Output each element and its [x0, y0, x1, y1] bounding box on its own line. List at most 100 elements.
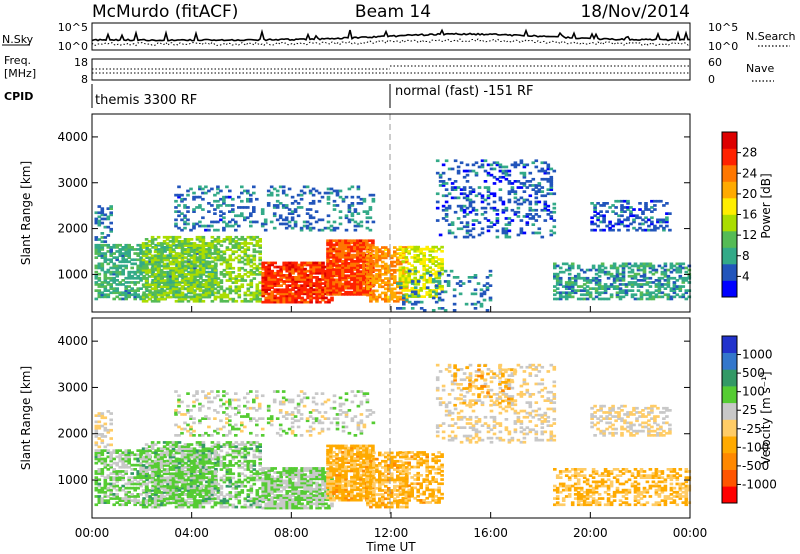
heatmap-cell [153, 238, 158, 241]
heatmap-cell [269, 220, 274, 224]
heatmap-cell [118, 270, 122, 274]
heatmap-cell [552, 169, 557, 173]
heatmap-cell [115, 258, 119, 262]
heatmap-cell [507, 221, 512, 224]
heatmap-cell [590, 222, 594, 226]
heatmap-cell [266, 193, 271, 197]
nsky-left-tick-high: 10^5 [58, 21, 88, 34]
heatmap-cell [94, 495, 99, 498]
colorbar-segment [722, 264, 737, 281]
heatmap-cell [612, 279, 617, 282]
heatmap-cell [303, 261, 307, 265]
heatmap-cell [531, 215, 536, 218]
heatmap-cell [672, 285, 677, 288]
heatmap-cell [332, 243, 336, 247]
heatmap-cell [97, 291, 102, 295]
heatmap-cell [368, 208, 373, 211]
heatmap-cell [431, 262, 435, 265]
heatmap-cell [453, 180, 458, 183]
heatmap-cell [214, 256, 218, 259]
heatmap-cell [441, 208, 446, 212]
heatmap-cell [531, 177, 536, 181]
heatmap-cell [384, 248, 388, 251]
heatmap-cell [335, 284, 339, 288]
heatmap-cell [296, 193, 301, 197]
heatmap-cell [234, 256, 239, 260]
heatmap-cell [321, 282, 325, 285]
heatmap-cell [288, 280, 292, 283]
heatmap-cell [231, 250, 236, 254]
heatmap-cell [642, 272, 647, 276]
heatmap-cell [127, 457, 131, 461]
heatmap-cell [387, 285, 391, 289]
heatmap-cell [338, 253, 342, 257]
heatmap-cell [136, 470, 140, 473]
heatmap-cell [237, 287, 242, 291]
heatmap-cell [273, 265, 277, 269]
heatmap-cell [180, 459, 185, 463]
heatmap-cell [109, 457, 113, 461]
heatmap-cell [156, 455, 161, 459]
heatmap-cell [422, 254, 426, 257]
heatmap-cell [109, 455, 113, 459]
heatmap-cell [305, 208, 310, 211]
heatmap-cell [608, 226, 612, 230]
heatmap-cell [219, 254, 224, 258]
heatmap-cell [255, 273, 260, 276]
heatmap-cell [321, 267, 325, 271]
heatmap-cell [148, 289, 152, 292]
heatmap-cell [136, 258, 140, 262]
heatmap-cell [228, 287, 233, 291]
heatmap-cell [350, 284, 354, 288]
heatmap-cell [115, 243, 119, 247]
heatmap-cell [498, 196, 503, 200]
heatmap-cell [180, 480, 185, 484]
colorbar-tick-label: 4 [742, 269, 750, 283]
heatmap-cell [133, 295, 137, 299]
heatmap-cell [567, 293, 572, 297]
heatmap-cell [341, 241, 345, 245]
heatmap-cell [567, 287, 572, 290]
heatmap-cell [219, 262, 224, 266]
heatmap-cell [366, 293, 370, 297]
heatmap-cell [133, 468, 137, 471]
heatmap-cell [401, 247, 406, 251]
heatmap-cell [193, 501, 197, 504]
heatmap-cell [270, 274, 274, 277]
heatmap-cell [165, 441, 170, 444]
heatmap-cell [177, 266, 182, 270]
heatmap-cell [144, 482, 149, 486]
heatmap-cell [172, 243, 176, 247]
heatmap-cell [157, 291, 161, 295]
heatmap-cell [166, 254, 170, 257]
heatmap-cell [163, 451, 167, 454]
heatmap-cell [492, 192, 497, 196]
heatmap-cell [127, 295, 131, 299]
heatmap-cell [100, 459, 105, 463]
heatmap-cell [597, 293, 602, 297]
heatmap-cell [321, 292, 325, 296]
heatmap-cell [516, 180, 521, 183]
heatmap-cell [326, 293, 330, 296]
heatmap-cell [211, 279, 215, 282]
heatmap-cell [175, 291, 179, 295]
heatmap-cell [147, 499, 152, 503]
heatmap-cell [507, 169, 512, 173]
heatmap-cell [222, 289, 227, 293]
heatmap-cell [485, 282, 490, 285]
heatmap-cell [264, 269, 268, 273]
heatmap-cell [165, 472, 170, 476]
heatmap-cell [216, 258, 221, 262]
heatmap-cell [168, 457, 173, 461]
heatmap-cell [139, 468, 143, 471]
heatmap-cell [341, 270, 345, 273]
heatmap-cell [261, 263, 265, 267]
heatmap-cell [623, 206, 627, 209]
heatmap-cell [489, 221, 494, 224]
heatmap-cell [183, 501, 188, 505]
colorbar-tick-label: 20 [742, 187, 757, 201]
heatmap-cell [591, 264, 596, 268]
heatmap-cell [644, 216, 648, 220]
heatmap-cell [399, 286, 403, 289]
heatmap-cell [641, 218, 645, 222]
